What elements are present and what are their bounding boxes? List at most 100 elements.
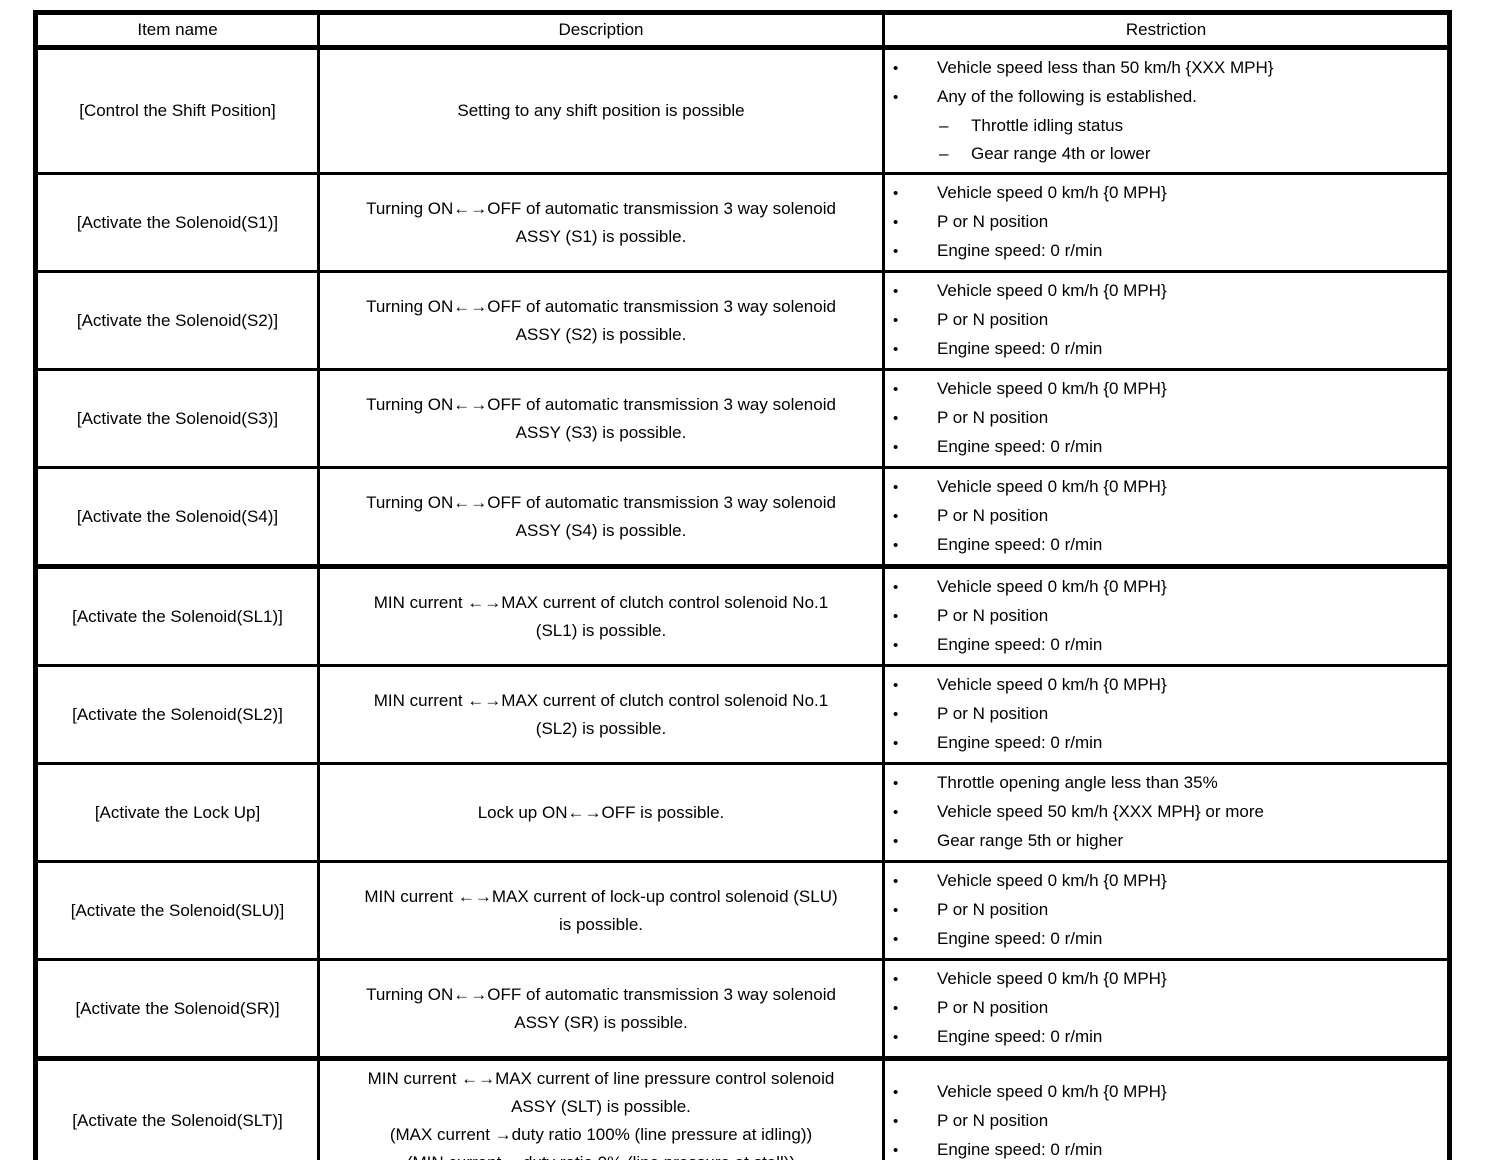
item-name-cell: [Activate the Solenoid(S1)] [34, 172, 320, 273]
bullet-marker: • [893, 677, 899, 694]
description-line: is possible. [558, 914, 644, 934]
dash-marker: – [939, 116, 949, 135]
bullet-marker: • [893, 214, 899, 231]
description-line: MIN current ←→MAX current of clutch cont… [373, 690, 829, 710]
description-cell: Turning ON←→OFF of automatic transmissio… [317, 368, 885, 469]
restriction-item: • Engine speed: 0 r/min [891, 1136, 1441, 1160]
description-line: MIN current ←→MAX current of line pressu… [367, 1069, 835, 1088]
item-name-cell: [Activate the Solenoid(S4)] [34, 466, 320, 568]
restriction-text: Engine speed: 0 r/min [937, 339, 1103, 358]
item-name-cell: [Activate the Solenoid(SLU)] [34, 860, 320, 961]
item-name-cell: [Activate the Solenoid(SLT)] [34, 1056, 320, 1160]
restriction-item: • P or N position [891, 602, 1441, 631]
bullet-marker: • [893, 608, 899, 625]
description-cell: MIN current ←→MAX current of clutch cont… [317, 664, 885, 765]
restriction-cell: • Vehicle speed 0 km/h {0 MPH} • P or N pos… [882, 664, 1451, 765]
restriction-item: • Engine speed: 0 r/min [891, 433, 1441, 462]
item-name-cell: [Activate the Lock Up] [34, 762, 320, 863]
dash-marker: – [939, 144, 949, 163]
description-line: Turning ON←→OFF of automatic transmissio… [366, 492, 836, 512]
restriction-item: • Engine speed: 0 r/min [891, 237, 1441, 266]
bullet-marker: • [893, 833, 899, 850]
bullet-marker: • [893, 283, 899, 300]
bullet-marker: • [893, 1083, 899, 1101]
restriction-item: • Throttle opening angle less than 35% [891, 769, 1441, 798]
description-line: (SL1) is possible. [535, 620, 667, 640]
table-row: [Activate the Solenoid(S3)] Turning ON←→O… [34, 368, 1451, 469]
restriction-text: Vehicle speed 0 km/h {0 MPH} [937, 379, 1167, 398]
description-line: ASSY (S1) is possible. [515, 226, 687, 246]
description-line: (SL2) is possible. [535, 718, 667, 738]
bullet-marker: • [893, 1141, 899, 1159]
description-cell: Lock up ON←→OFF is possible. [317, 762, 885, 863]
description-line: Turning ON←→OFF of automatic transmissio… [366, 394, 836, 414]
restriction-text: Vehicle speed 50 km/h {XXX MPH} or more [937, 802, 1264, 821]
restriction-text: Gear range 4th or lower [971, 144, 1151, 163]
description-line: (MIN current →duty ratio 0% (line pressu… [326, 1149, 876, 1160]
bullet-marker: • [893, 1000, 899, 1017]
restriction-item: • P or N position [891, 502, 1441, 531]
table-row: [Activate the Lock Up] Lock up ON←→OFF is… [34, 762, 1451, 863]
restriction-item: • Engine speed: 0 r/min [891, 531, 1441, 560]
table-row: [Activate the Solenoid(SL1)] MIN current … [34, 564, 1451, 667]
restriction-text: Vehicle speed 0 km/h {0 MPH} [937, 675, 1167, 694]
restriction-item: • P or N position [891, 700, 1441, 729]
bullet-marker: • [893, 439, 899, 456]
restriction-item: • Engine speed: 0 r/min [891, 335, 1441, 364]
restriction-cell: • Vehicle speed 0 km/h {0 MPH} • P or N pos… [882, 860, 1451, 961]
restriction-text: Vehicle speed 0 km/h {0 MPH} [937, 871, 1167, 890]
restriction-text: Throttle idling status [971, 116, 1124, 135]
restriction-text: P or N position [937, 704, 1049, 723]
restriction-item: • Engine speed: 0 r/min [891, 631, 1441, 660]
restriction-text: P or N position [937, 408, 1049, 427]
restriction-text: P or N position [937, 1110, 1049, 1130]
bullet-marker: • [893, 706, 899, 723]
description-cell: MIN current ←→MAX current of clutch cont… [317, 564, 885, 667]
restriction-item: • Vehicle speed 0 km/h {0 MPH} [891, 277, 1441, 306]
restriction-cell: • Vehicle speed 0 km/h {0 MPH} • P or N pos… [882, 564, 1451, 667]
restriction-item: • P or N position [891, 994, 1441, 1023]
restriction-text: Engine speed: 0 r/min [937, 535, 1103, 554]
restriction-cell: • Vehicle speed 0 km/h {0 MPH} • P or N pos… [882, 466, 1451, 568]
restriction-text: Engine speed: 0 r/min [937, 1139, 1103, 1159]
description-line: Turning ON←→OFF of automatic transmissio… [366, 296, 836, 316]
restriction-text: Vehicle speed 0 km/h {0 MPH} [937, 183, 1167, 202]
description-line: (MAX current →duty ratio 100% (line pres… [389, 1125, 813, 1144]
description-line: Turning ON←→OFF of automatic transmissio… [366, 984, 836, 1004]
bullet-marker: • [893, 902, 899, 919]
bullet-marker: • [893, 735, 899, 752]
restriction-text: Engine speed: 0 r/min [937, 241, 1103, 260]
active-test-table: Item name Description Restriction [Contr… [33, 10, 1452, 1160]
description-line: ASSY (SLT) is possible. [511, 1097, 691, 1116]
table-row: [Activate the Solenoid(SR)] Turning ON←→O… [34, 958, 1451, 1060]
description-line: Lock up ON←→OFF is possible. [477, 802, 725, 822]
bullet-marker: • [893, 537, 899, 554]
bullet-marker: • [893, 60, 899, 77]
bullet-marker: • [893, 479, 899, 496]
item-name-cell: [Activate the Solenoid(SL1)] [34, 564, 320, 667]
item-name-cell: [Activate the Solenoid(S3)] [34, 368, 320, 469]
description-cell: Turning ON←→OFF of automatic transmissio… [317, 270, 885, 371]
bullet-marker: • [893, 1112, 899, 1130]
restriction-text: Vehicle speed 0 km/h {0 MPH} [937, 281, 1167, 300]
description-cell: Turning ON←→OFF of automatic transmissio… [317, 466, 885, 568]
description-line: ASSY (S2) is possible. [515, 324, 687, 344]
restriction-item: – Gear range 4th or lower [937, 140, 1441, 168]
restriction-text: Gear range 5th or higher [937, 831, 1124, 850]
bullet-marker: • [893, 1029, 899, 1046]
description-cell: MIN current ←→MAX current of lock-up con… [317, 860, 885, 961]
bullet-marker: • [893, 89, 899, 106]
restriction-item: • Vehicle speed 0 km/h {0 MPH} [891, 1078, 1441, 1107]
item-name-cell: [Activate the Solenoid(S2)] [34, 270, 320, 371]
restriction-item: • Vehicle speed 0 km/h {0 MPH} [891, 965, 1441, 994]
bullet-marker: • [893, 804, 899, 821]
restriction-item: • Vehicle speed 0 km/h {0 MPH} [891, 473, 1441, 502]
bullet-marker: • [893, 873, 899, 890]
bullet-marker: • [893, 637, 899, 654]
bullet-marker: • [893, 508, 899, 525]
restriction-text: Engine speed: 0 r/min [937, 1027, 1103, 1046]
bullet-marker: • [893, 579, 899, 596]
table-row: [Activate the Solenoid(S4)] Turning ON←→O… [34, 466, 1451, 568]
description-line: Turning ON←→OFF of automatic transmissio… [366, 198, 836, 218]
restriction-text: Vehicle speed 0 km/h {0 MPH} [937, 577, 1167, 596]
